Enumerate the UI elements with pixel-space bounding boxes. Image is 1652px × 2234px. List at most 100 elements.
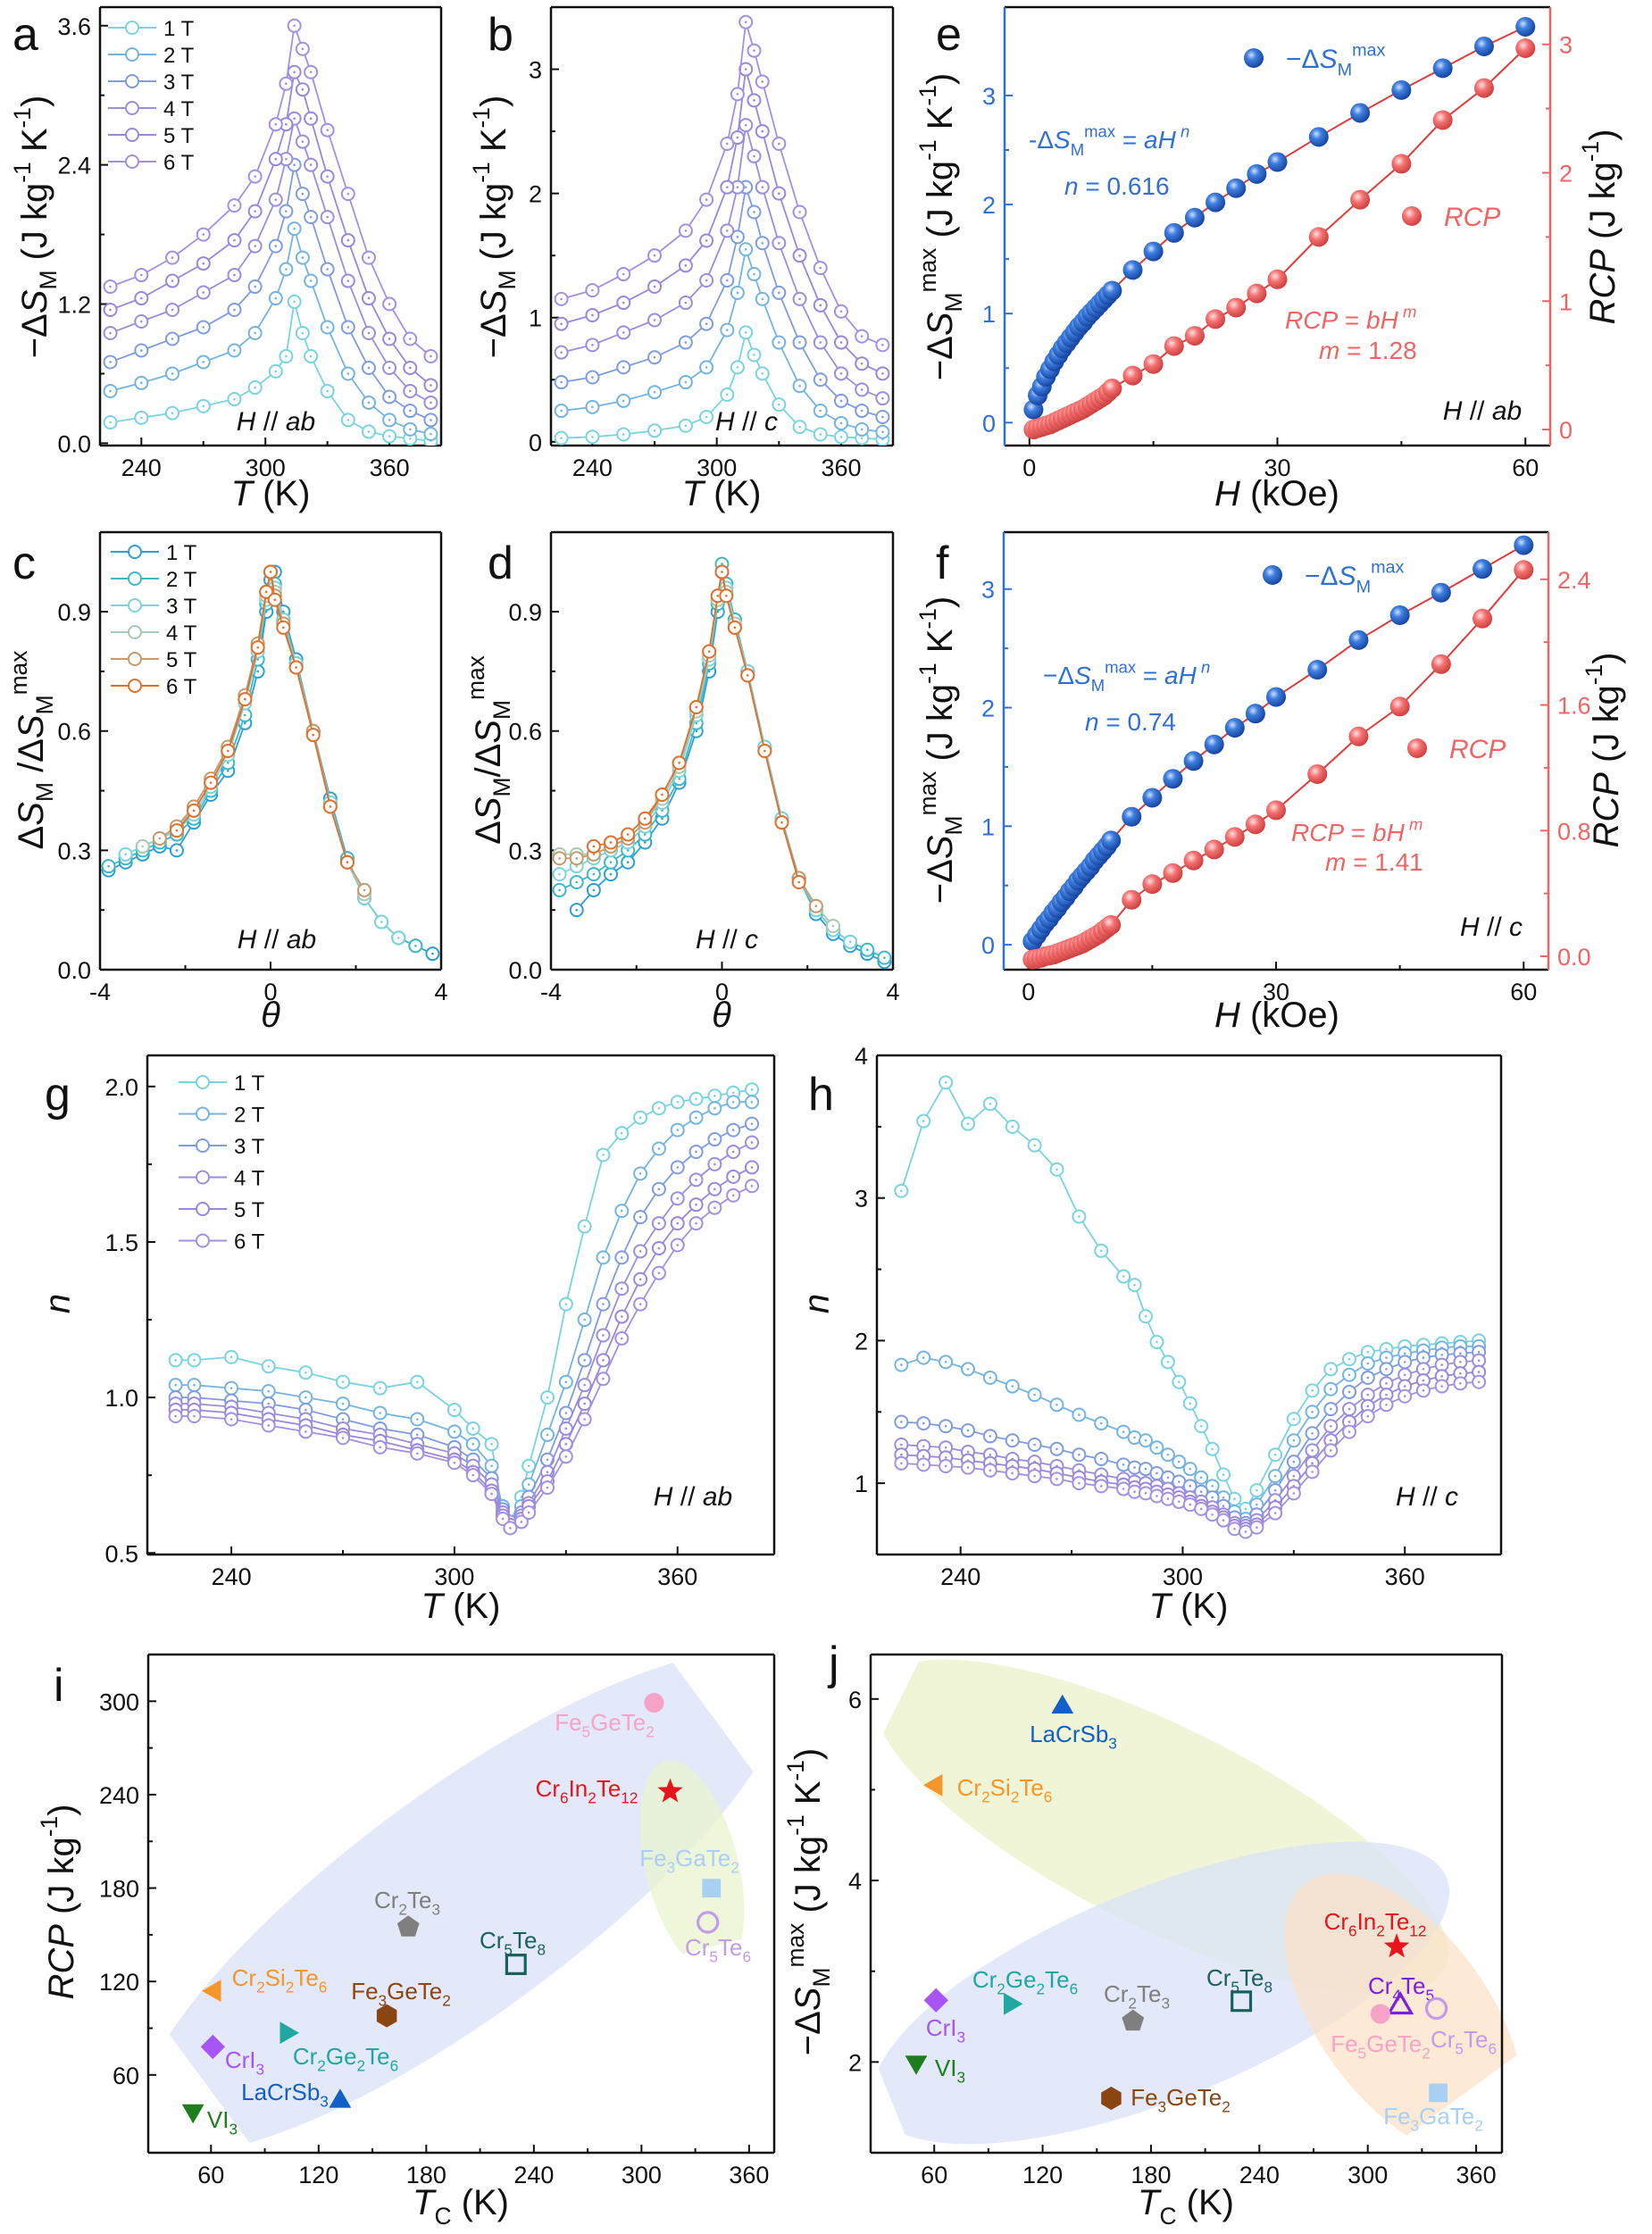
y-tick-label: 0.6 <box>57 719 91 746</box>
series-6T <box>103 18 438 363</box>
material-LaCrSb3: LaCrSb3 <box>1030 1694 1117 1752</box>
data-point-center <box>226 762 229 764</box>
data-point-center <box>591 313 594 317</box>
data-point-center <box>1347 1390 1351 1394</box>
legend-marker <box>1402 206 1422 226</box>
data-point-center <box>966 1429 970 1432</box>
series-line <box>559 563 885 959</box>
data-point-center <box>367 366 371 370</box>
data-point-center <box>900 1363 903 1366</box>
diamond-marker <box>200 2034 225 2060</box>
data-point-center <box>1385 1404 1388 1406</box>
data-point-center <box>684 229 688 232</box>
data-point-center <box>202 361 205 363</box>
data-point-center <box>171 279 174 282</box>
triangle-up-marker <box>1051 1694 1074 1714</box>
y-tick-label: 0.0 <box>57 430 91 457</box>
series-6T <box>554 14 890 353</box>
data-point-center <box>1459 1382 1462 1385</box>
fit-line <box>1032 569 1525 961</box>
data-point-center <box>560 437 563 439</box>
data-point-center <box>726 329 729 331</box>
data-point <box>1391 154 1412 174</box>
data-point-center <box>684 301 688 304</box>
data-point-center <box>1055 1168 1058 1171</box>
series-line <box>593 571 800 883</box>
x-axis-label: θ <box>712 996 731 1035</box>
y-right-tick-label: 1 <box>1559 288 1573 315</box>
data-point-center <box>736 366 739 369</box>
material-label: Fe5GeTe2 <box>1331 2030 1431 2062</box>
data-point-center <box>202 291 205 294</box>
data-point-center <box>1292 1417 1296 1421</box>
data-point-center <box>226 769 229 772</box>
data-point-center <box>140 349 143 352</box>
series-entropy-change <box>1023 16 1536 420</box>
data-point-center <box>546 1396 549 1399</box>
series-line <box>108 569 433 955</box>
panel-h: 240 300 360 1 2 3 4 T (K) n h H // c <box>797 1043 1503 1626</box>
data-point-center <box>638 1172 642 1175</box>
data-point-center <box>285 210 288 213</box>
field-direction-annotation: H // c <box>1460 913 1523 942</box>
material-label: Cr2Ge2Te6 <box>293 2043 398 2074</box>
data-point-center <box>229 1355 233 1359</box>
data-point <box>1247 283 1267 304</box>
x-tick-label: 360 <box>821 454 861 481</box>
panel-d: -4 0 4 0.0 0.3 0.6 0.9 θ ΔSM/ΔSMmax d H // c <box>463 530 900 1035</box>
data-point-center <box>171 256 174 259</box>
fit-equation: −ΔSMmax = aH n <box>1043 657 1210 694</box>
data-point-center <box>109 308 112 312</box>
data-point-center <box>900 1462 903 1465</box>
data-point-center <box>341 1380 345 1384</box>
data-point-center <box>1477 1350 1481 1354</box>
square-marker <box>1231 1990 1253 2013</box>
data-point-center <box>622 331 625 334</box>
data-point-center <box>293 24 296 28</box>
data-point-center <box>1292 1460 1296 1463</box>
data-point <box>1514 560 1534 580</box>
data-point-center <box>721 563 723 565</box>
data-point-center <box>839 421 843 425</box>
legend-label: 3 T <box>166 595 197 619</box>
y-right-tick-label: 3 <box>1559 32 1573 59</box>
data-point-center <box>140 273 143 277</box>
material-label: Cr5Te6 <box>685 1934 751 1965</box>
data-point-center <box>1347 1357 1351 1361</box>
data-point-center <box>1422 1368 1425 1371</box>
pentagon-marker <box>396 1915 420 1937</box>
data-point-center <box>329 805 332 808</box>
data-point-center <box>733 626 737 629</box>
data-point-center <box>293 163 296 166</box>
data-point-center <box>602 1359 605 1362</box>
data-point-center <box>695 1116 697 1119</box>
y-tick-label: 0.0 <box>508 957 542 984</box>
x-tick-label: 240 <box>121 454 162 481</box>
square-marker <box>1429 2083 1448 2103</box>
legend-marker <box>1407 738 1427 758</box>
legend-label: 5 T <box>163 124 195 148</box>
data-point-center <box>1366 1376 1370 1380</box>
data-point-center <box>761 297 764 301</box>
data-point-center <box>171 338 174 340</box>
data-point-center <box>753 211 755 213</box>
data-point-center <box>676 1244 680 1246</box>
fit-parameter: m = 1.28 <box>1319 337 1417 364</box>
data-point-center <box>726 142 729 146</box>
data-point <box>1101 914 1122 935</box>
x-tick-label: 180 <box>406 2162 446 2188</box>
data-point-center <box>1166 1361 1170 1363</box>
data-point-center <box>695 1097 697 1101</box>
data-point-center <box>780 821 783 824</box>
data-point-center <box>1385 1356 1388 1359</box>
diamond-marker <box>923 1988 948 2013</box>
data-point-center <box>713 1094 716 1097</box>
data-point-center <box>798 254 801 257</box>
data-point <box>1101 830 1122 851</box>
data-point-center <box>202 326 205 329</box>
data-point-center <box>819 409 822 413</box>
y-tick-label: 4 <box>848 1868 862 1895</box>
data-point-center <box>471 1427 475 1430</box>
legend-item: 4 T <box>108 97 195 121</box>
panel-letter: e <box>936 9 962 61</box>
